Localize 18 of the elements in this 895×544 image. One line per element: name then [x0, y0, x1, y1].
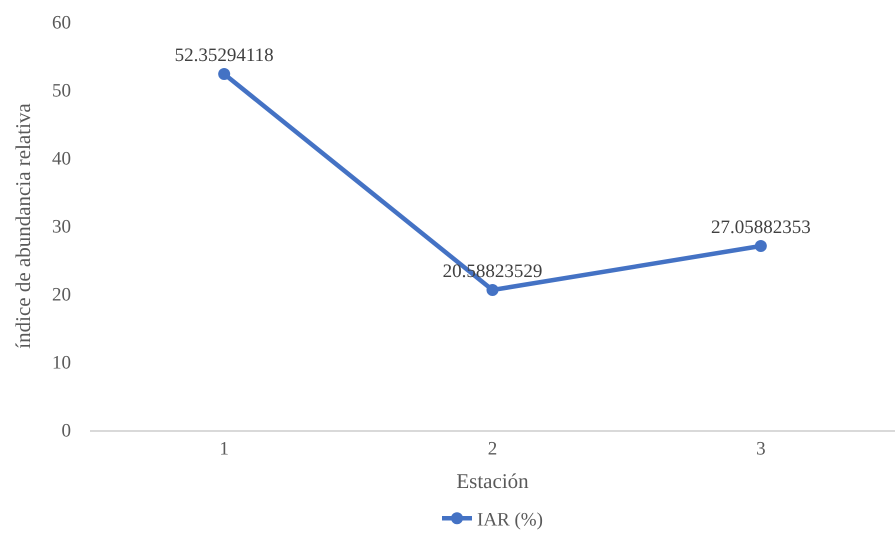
point [486, 284, 498, 296]
legend-label: IAR (%) [477, 510, 543, 531]
y-tick-label: 40 [52, 148, 71, 170]
x-tick-label: 1 [219, 438, 229, 460]
y-tick-label: 60 [52, 12, 71, 34]
x-axis-title: Estación [456, 469, 530, 494]
y-tick-label: 30 [52, 216, 71, 238]
y-tick-label: 0 [62, 420, 71, 442]
data-label: 52.35294118 [174, 44, 274, 66]
y-tick-label: 10 [52, 352, 71, 374]
y-tick-label: 50 [52, 80, 71, 102]
y-axis-title: índice de abundancia relativa [11, 102, 36, 349]
x-tick-label: 2 [488, 438, 498, 460]
point [218, 68, 230, 80]
y-tick-label: 20 [52, 284, 71, 306]
x-tick-label: 3 [756, 438, 766, 460]
data-label: 27.05882353 [710, 216, 811, 238]
point [754, 240, 767, 252]
